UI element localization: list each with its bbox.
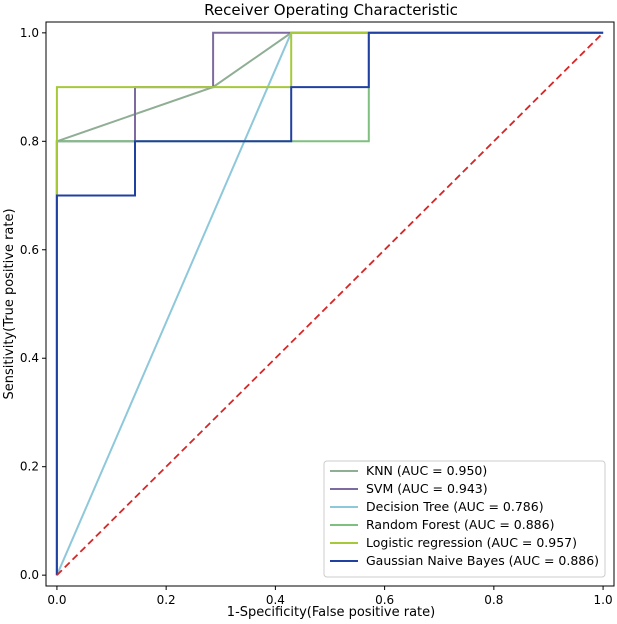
legend-label: Logistic regression (AUC = 0.957) <box>366 535 577 550</box>
y-axis: 0.0 0.2 0.4 0.6 0.8 1.0 <box>20 26 46 582</box>
legend-label: Gaussian Naive Bayes (AUC = 0.886) <box>366 553 599 568</box>
y-tick-label: 0.2 <box>20 460 39 474</box>
y-tick-label: 0.0 <box>20 568 39 582</box>
plot-frame <box>45 21 615 587</box>
chart-title: Receiver Operating Characteristic <box>204 1 458 19</box>
x-axis-label: 1-Specificity(False positive rate) <box>227 605 435 620</box>
legend-label: KNN (AUC = 0.950) <box>366 463 487 478</box>
legend-label: Random Forest (AUC = 0.886) <box>366 517 554 532</box>
x-tick-label: 0.0 <box>47 593 66 607</box>
x-tick-label: 0.6 <box>375 593 394 607</box>
legend-frame <box>323 460 606 578</box>
x-tick-label: 0.8 <box>484 593 503 607</box>
legend: KNN (AUC = 0.950) SVM (AUC = 0.943) Decisi… <box>323 460 606 578</box>
y-axis-label: Sensitivity(True positive rate) <box>2 208 17 399</box>
x-axis: 0.0 0.2 0.4 0.6 0.8 1.0 <box>47 586 613 607</box>
x-tick-label: 0.2 <box>157 593 176 607</box>
series-line <box>55 31 604 576</box>
chance-diagonal-line <box>56 32 604 576</box>
y-tick-label: 0.4 <box>20 351 39 365</box>
y-tick-label: 0.8 <box>20 134 39 148</box>
plot-area <box>55 31 604 576</box>
x-tick-label: 1.0 <box>594 593 613 607</box>
y-tick-label: 0.6 <box>20 243 39 257</box>
x-tick-label: 0.4 <box>266 593 285 607</box>
legend-label: Decision Tree (AUC = 0.786) <box>366 499 544 514</box>
y-tick-label: 1.0 <box>20 26 39 40</box>
legend-label: SVM (AUC = 0.943) <box>366 481 488 496</box>
